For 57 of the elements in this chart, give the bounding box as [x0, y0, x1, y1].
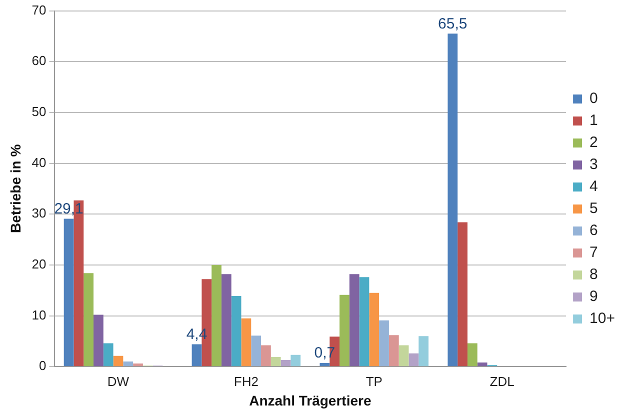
y-tick-label: 40 — [32, 154, 46, 170]
bar — [418, 336, 429, 366]
x-tick-label: ZDL — [490, 374, 514, 389]
bar — [231, 296, 242, 366]
bar — [388, 335, 399, 366]
bar — [113, 356, 124, 366]
y-axis-title: Betriebe in % — [7, 144, 24, 234]
legend-label: 10+ — [590, 310, 616, 328]
x-tick-label: TP — [366, 374, 382, 389]
y-tick-label: 50 — [32, 104, 46, 120]
bar — [349, 274, 360, 366]
bar — [270, 356, 281, 366]
legend-label: 6 — [590, 222, 598, 240]
bar — [467, 343, 478, 366]
bar — [398, 345, 409, 366]
legend-label: 5 — [590, 200, 598, 218]
x-axis-title: Anzahl Trägertiere — [249, 392, 372, 408]
y-tick-label: 20 — [32, 256, 46, 272]
legend-label: 4 — [590, 178, 598, 196]
bar — [133, 364, 143, 366]
legend-label: 1 — [590, 112, 598, 130]
bar — [94, 314, 104, 366]
bar — [64, 218, 74, 366]
bar — [340, 294, 350, 366]
bar — [123, 362, 134, 366]
bar — [290, 354, 301, 366]
bar — [261, 345, 271, 366]
y-tick-label: 0 — [39, 358, 46, 374]
bar — [477, 362, 488, 366]
bar — [251, 336, 262, 366]
bar — [84, 273, 94, 366]
bar — [192, 344, 202, 366]
bar — [359, 277, 370, 366]
bar — [408, 353, 419, 366]
bar — [212, 264, 222, 366]
y-tick-label: 60 — [32, 53, 46, 68]
y-tick-label: 70 — [32, 2, 46, 18]
bar — [221, 274, 232, 366]
legend-label: 2 — [590, 134, 598, 152]
legend-label: 3 — [590, 156, 598, 174]
bar — [369, 292, 380, 366]
legend-label: 7 — [590, 244, 598, 262]
bar — [280, 360, 291, 366]
legend-label: 0 — [590, 90, 598, 108]
legend-label: 9 — [590, 288, 598, 306]
x-tick-label: DW — [107, 374, 130, 389]
x-tick-label: FH2 — [234, 374, 258, 389]
bar — [103, 343, 114, 366]
bar — [448, 34, 458, 366]
bar — [458, 222, 468, 366]
y-tick-label: 10 — [32, 307, 46, 322]
bar — [241, 318, 252, 366]
bar — [379, 320, 389, 366]
y-tick-label: 30 — [32, 206, 46, 221]
data-label: 65,5 — [438, 15, 468, 32]
bar — [320, 363, 330, 366]
legend-label: 8 — [590, 266, 598, 284]
